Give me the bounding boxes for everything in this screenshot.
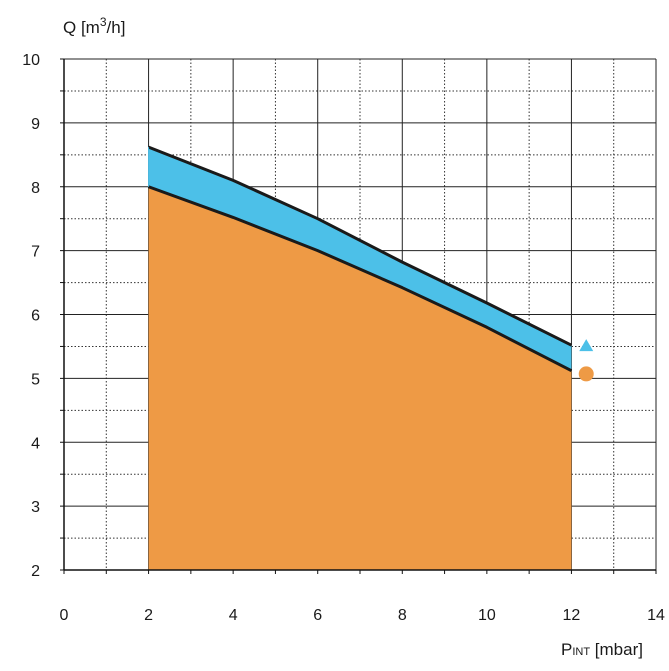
y-tick-label: 9: [31, 116, 40, 133]
x-axis-title: PINT [mbar]: [561, 640, 643, 659]
upper-series-band: [148, 147, 572, 371]
x-tick-label: 14: [647, 607, 665, 624]
upper-series-line: [148, 145, 573, 347]
series-curves: [148, 145, 573, 373]
x-tick-label: 0: [60, 607, 69, 624]
y-tick-label: 5: [31, 371, 40, 388]
circle-marker: [578, 366, 594, 382]
y-tick-label: 10: [22, 52, 40, 69]
y-axis-title: Q [m3/h]: [63, 15, 125, 37]
series-areas: [148, 147, 572, 570]
triangle-marker: [579, 339, 594, 352]
y-tick-label: 3: [31, 499, 40, 516]
axes: [60, 58, 657, 574]
x-tick-label: 4: [229, 607, 238, 624]
x-tick-label: 10: [478, 607, 496, 624]
tick-labels: 2 3 4 5 6 7 8 9 10 0 2 4 6 8 10 12 14: [22, 52, 665, 624]
x-tick-label: 12: [563, 607, 581, 624]
y-tick-label: 2: [31, 563, 40, 580]
y-tick-label: 8: [31, 180, 40, 197]
y-tick-label: 6: [31, 308, 40, 325]
x-tick-label: 8: [398, 607, 407, 624]
lower-series-line: [148, 185, 573, 373]
y-tick-label: 7: [31, 244, 40, 261]
lower-series-area: [148, 186, 572, 570]
legend-markers: [578, 339, 594, 382]
x-tick-label: 6: [313, 607, 322, 624]
y-tick-label: 4: [31, 435, 40, 452]
x-tick-label: 2: [144, 607, 153, 624]
